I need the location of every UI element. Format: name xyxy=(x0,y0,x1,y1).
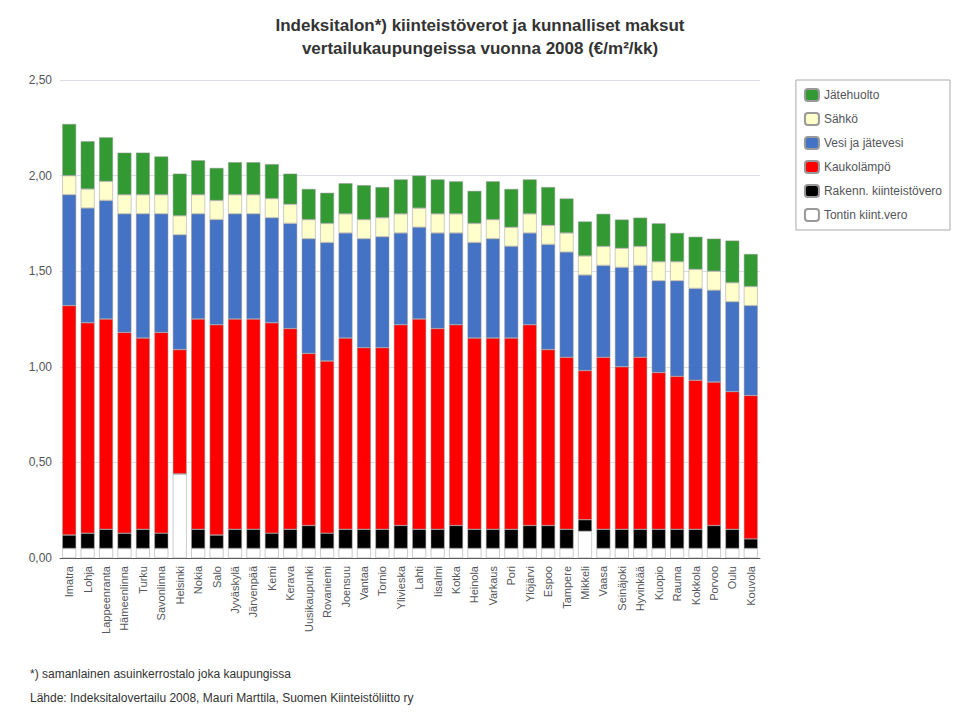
svg-text:Espoo: Espoo xyxy=(542,566,554,597)
svg-text:Lahti: Lahti xyxy=(413,566,425,590)
svg-text:Kemi: Kemi xyxy=(266,566,278,591)
svg-text:Kaukolämpö: Kaukolämpö xyxy=(824,160,891,174)
svg-text:Porvoo: Porvoo xyxy=(708,566,720,601)
svg-text:1,50: 1,50 xyxy=(29,264,53,278)
svg-text:1,00: 1,00 xyxy=(29,360,53,374)
svg-text:Vesi ja jätevesi: Vesi ja jätevesi xyxy=(824,136,903,150)
svg-text:2,50: 2,50 xyxy=(29,73,53,87)
svg-text:Ylivieska: Ylivieska xyxy=(395,565,407,609)
svg-text:Jätehuolto: Jätehuolto xyxy=(824,88,880,102)
svg-text:Rakenn. kiinteistövero: Rakenn. kiinteistövero xyxy=(824,184,942,198)
svg-text:Oulu: Oulu xyxy=(726,566,738,589)
svg-text:0,00: 0,00 xyxy=(29,551,53,565)
svg-text:Seinäjoki: Seinäjoki xyxy=(616,566,628,611)
svg-text:Hyvinkää: Hyvinkää xyxy=(634,565,646,611)
svg-text:Varkaus: Varkaus xyxy=(487,566,499,606)
svg-text:2,00: 2,00 xyxy=(29,169,53,183)
svg-text:Kotka: Kotka xyxy=(450,565,462,594)
svg-text:Kokkola: Kokkola xyxy=(690,565,702,605)
svg-text:vertailukaupungeissa vuonna 20: vertailukaupungeissa vuonna 2008 (€/m²/k… xyxy=(302,39,658,58)
svg-text:Lappeenranta: Lappeenranta xyxy=(100,565,112,634)
svg-text:Iisalmi: Iisalmi xyxy=(432,566,444,597)
svg-text:Rovaniemi: Rovaniemi xyxy=(321,566,333,618)
svg-text:Tontin kiint.vero: Tontin kiint.vero xyxy=(824,208,908,222)
svg-text:Vaasa: Vaasa xyxy=(597,565,609,596)
svg-text:Indeksitalon*) kiinteistöverot: Indeksitalon*) kiinteistöverot ja kunnal… xyxy=(275,16,684,35)
svg-text:Hämeenlinna: Hämeenlinna xyxy=(118,565,130,631)
svg-text:Mikkeli: Mikkeli xyxy=(579,566,591,600)
svg-text:Joensuu: Joensuu xyxy=(340,566,352,608)
svg-text:Imatra: Imatra xyxy=(63,565,75,597)
svg-text:Uusikaupunki: Uusikaupunki xyxy=(303,566,315,632)
svg-text:Helsinki: Helsinki xyxy=(174,566,186,605)
svg-text:Järvenpää: Järvenpää xyxy=(247,565,259,617)
svg-text:Rauma: Rauma xyxy=(671,565,683,601)
svg-text:Ylöjärvi: Ylöjärvi xyxy=(524,566,536,602)
svg-text:Sähkö: Sähkö xyxy=(824,112,858,126)
svg-text:Tornio: Tornio xyxy=(376,566,388,596)
svg-text:Vantaa: Vantaa xyxy=(358,565,370,600)
svg-text:Nokia: Nokia xyxy=(192,565,204,594)
svg-text:*) samanlainen asuinkerrostalo: *) samanlainen asuinkerrostalo joka kaup… xyxy=(30,667,291,681)
svg-text:Jyväskylä: Jyväskylä xyxy=(229,565,241,614)
svg-text:Turku: Turku xyxy=(137,566,149,594)
svg-text:Lähde: Indeksitalovertailu 200: Lähde: Indeksitalovertailu 2008, Mauri M… xyxy=(30,691,414,705)
svg-text:Kerava: Kerava xyxy=(284,565,296,601)
svg-text:Kuopio: Kuopio xyxy=(653,566,665,600)
svg-text:Pori: Pori xyxy=(505,566,517,586)
svg-text:Lohja: Lohja xyxy=(82,565,94,593)
svg-text:Tampere: Tampere xyxy=(561,566,573,609)
svg-text:Savonlinna: Savonlinna xyxy=(155,565,167,620)
svg-text:Salo: Salo xyxy=(211,566,223,588)
svg-text:Heinola: Heinola xyxy=(468,565,480,603)
svg-text:Kouvola: Kouvola xyxy=(745,565,757,606)
svg-text:0,50: 0,50 xyxy=(29,455,53,469)
